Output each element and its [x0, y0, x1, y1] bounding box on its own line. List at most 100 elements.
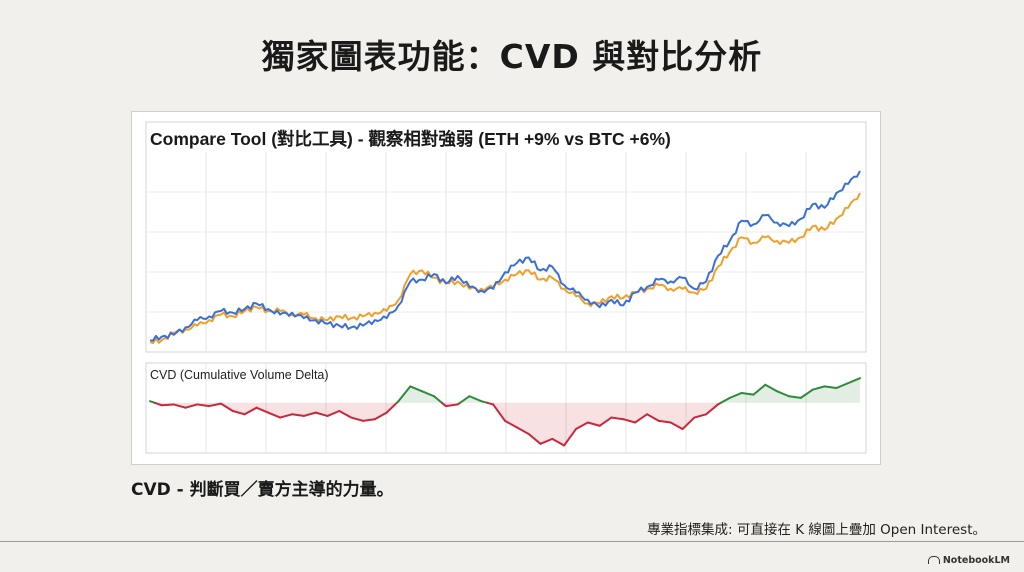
cvd-line-segment: [153, 401, 163, 407]
cvd-area-segment: [729, 392, 742, 403]
cvd-area-segment: [753, 384, 766, 403]
cvd-line-segment: [657, 419, 672, 424]
cvd-area-segment: [422, 391, 434, 403]
cvd-line-segment: [267, 411, 282, 419]
cvd-line-segment: [326, 410, 341, 417]
cvd-chart-panel: CVD (Cumulative Volume Delta): [145, 362, 867, 454]
bottom-divider: [0, 541, 1024, 542]
cvd-line-segment: [492, 403, 506, 422]
brand-watermark: NotebookLM: [927, 555, 1010, 566]
cvd-area-segment: [824, 386, 837, 403]
cvd-line-segment: [823, 385, 838, 390]
chart-caption: CVD - 判斷買／賣方主導的力量。: [131, 480, 394, 500]
cvd-chart-series: [149, 377, 861, 447]
cvd-line-segment: [835, 382, 850, 390]
cvd-area-segment: [800, 389, 813, 403]
cvd-line-segment: [693, 413, 708, 419]
cvd-line-segment: [172, 403, 187, 409]
cvd-line-segment: [480, 400, 489, 404]
cvd-line-segment: [799, 388, 814, 399]
cvd-line-segment: [208, 402, 222, 408]
cvd-line-segment: [291, 413, 305, 417]
cvd-line-segment: [847, 377, 861, 385]
compare-chart-panel: Compare Tool (對比工具) - 觀察相對強弱 (ETH +9% vs…: [145, 121, 867, 353]
cvd-area-segment: [836, 383, 849, 403]
cvd-area-segment: [647, 402, 659, 421]
cvd-line-segment: [776, 390, 790, 398]
cvd-area-segment: [256, 402, 269, 413]
cvd-line-segment: [622, 418, 637, 424]
page-title: 獨家圖表功能：CVD 與對比分析: [261, 37, 763, 76]
cvd-area-segment: [623, 402, 636, 423]
cvd-line-segment: [504, 419, 518, 429]
cvd-area-segment: [552, 402, 565, 446]
cvd-area-segment: [658, 402, 671, 423]
cvd-area-segment: [374, 402, 387, 420]
cvd-area-segment: [505, 402, 517, 428]
cvd-area-segment: [351, 402, 363, 421]
cvd-line-segment: [486, 401, 495, 406]
cvd-line-segment: [610, 416, 625, 421]
cvd-area-segment: [516, 402, 529, 434]
cvd-area-segment: [694, 402, 707, 418]
cvd-line-segment: [362, 418, 376, 422]
cvd-area-segment: [741, 392, 754, 403]
cvd-line-segment: [444, 403, 459, 408]
cvd-line-segment: [586, 421, 601, 427]
cvd-line-segment: [728, 391, 743, 399]
cvd-line-segment: [255, 406, 270, 414]
cvd-line-segment: [788, 395, 802, 399]
cvd-line-segment: [231, 410, 246, 416]
brand-name: NotebookLM: [942, 555, 1010, 566]
cvd-line-segment: [764, 383, 779, 393]
cvd-line-segment: [740, 391, 755, 396]
cvd-line-segment: [563, 428, 577, 447]
cvd-area-segment: [682, 402, 695, 430]
compare-chart-title: Compare Tool (對比工具) - 觀察相對強弱 (ETH +9% vs…: [150, 129, 671, 149]
cvd-line-segment: [184, 403, 199, 409]
cvd-area-segment: [244, 402, 257, 415]
cvd-area-segment: [564, 402, 576, 446]
cvd-area-segment: [576, 402, 588, 430]
cvd-line-segment: [681, 416, 696, 431]
cvd-line-segment: [468, 395, 483, 403]
cvd-line-segment: [409, 385, 424, 393]
cvd-line-segment: [373, 411, 388, 421]
series-line-eth: [149, 170, 861, 342]
footnote-text: 專業指標集成: 可直接在 K 線圖上疊加 Open Interest。: [647, 522, 986, 538]
cvd-area-segment: [292, 402, 304, 416]
cvd-line-segment: [314, 411, 329, 417]
cvd-line-segment: [279, 413, 293, 419]
cvd-chart-grid: [205, 363, 807, 453]
cvd-line-segment: [719, 396, 731, 404]
cvd-area-segment: [528, 402, 541, 444]
cvd-line-segment: [527, 432, 542, 445]
cvd-line-segment: [634, 413, 648, 424]
cvd-line-segment: [598, 416, 613, 427]
cvd-line-segment: [433, 395, 443, 404]
cvd-area-segment: [812, 386, 825, 403]
cvd-line-segment: [421, 390, 435, 398]
cvd-line-segment: [646, 413, 660, 422]
cvd-line-segment: [302, 411, 317, 417]
cvd-line-segment: [515, 426, 530, 435]
cvd-area-segment: [670, 402, 683, 430]
cvd-area-segment: [777, 391, 789, 403]
cvd-line-segment: [338, 410, 353, 419]
cvd-line-segment: [196, 403, 211, 408]
chart-canvas: Compare Tool (對比工具) - 觀察相對強弱 (ETH +9% vs…: [145, 121, 867, 454]
cvd-line-segment: [669, 421, 684, 431]
cvd-area-segment: [280, 402, 292, 418]
cvd-line-segment: [243, 406, 258, 416]
cvd-area-segment: [339, 402, 352, 418]
cvd-line-segment: [539, 437, 554, 445]
compare-chart-series: [149, 170, 861, 345]
cvd-line-segment: [385, 401, 398, 414]
series-line-btc: [149, 192, 861, 345]
cvd-area-segment: [765, 384, 778, 403]
chart-frame: Compare Tool (對比工具) - 觀察相對強弱 (ETH +9% vs…: [131, 111, 881, 465]
cvd-area-segment: [611, 402, 624, 420]
cvd-area-segment: [599, 402, 612, 426]
cvd-area-segment: [327, 402, 340, 416]
cvd-line-segment: [397, 385, 412, 403]
